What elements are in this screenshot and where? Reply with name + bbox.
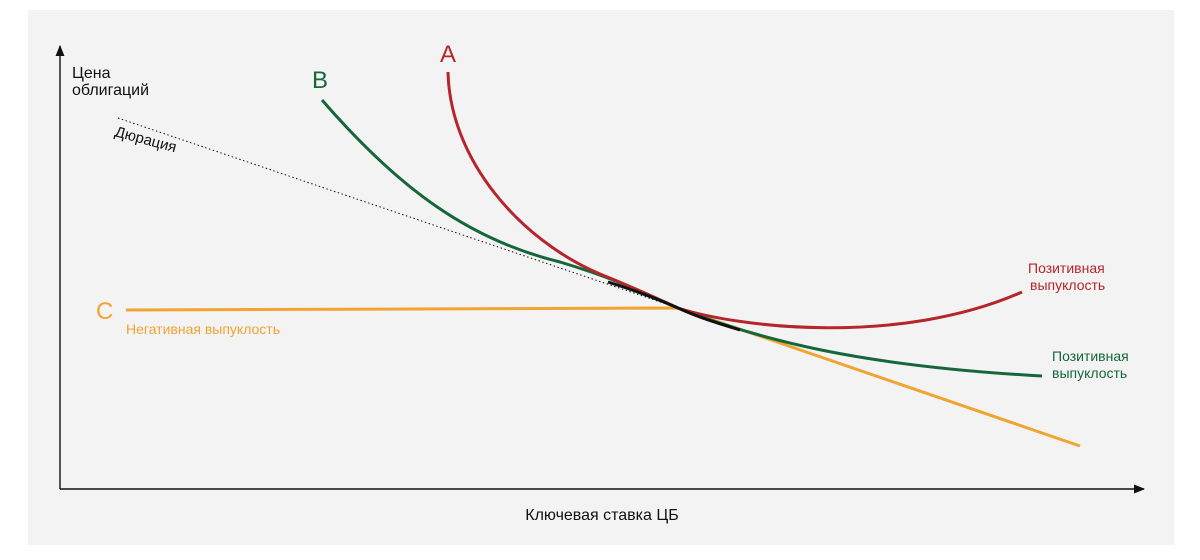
curve-a-note-line2: выпуклость [1030,277,1105,293]
duration-line [117,117,679,309]
y-axis-label-line2: облигаций [72,82,149,99]
curve-a [446,71,1023,330]
x-axis-label: Ключевая ставка ЦБ [525,507,678,524]
y-axis-label-line1: Цена [72,65,111,82]
curve-b-letter: B [312,67,328,94]
curve-a-note-line1: Позитивная [1028,260,1105,276]
diagram-panel [28,10,1174,545]
curve-b-note-line2: выпуклость [1052,365,1127,381]
curve-c-letter: C [96,298,113,325]
curve-a-letter: A [440,41,456,68]
duration-label: Дюрация [113,123,178,156]
tangent-segment [607,280,741,332]
curve-b-note-line1: Позитивная [1052,348,1129,364]
curve-b [320,99,1043,378]
curve-c-note: Негативная выпуклость [126,321,280,337]
